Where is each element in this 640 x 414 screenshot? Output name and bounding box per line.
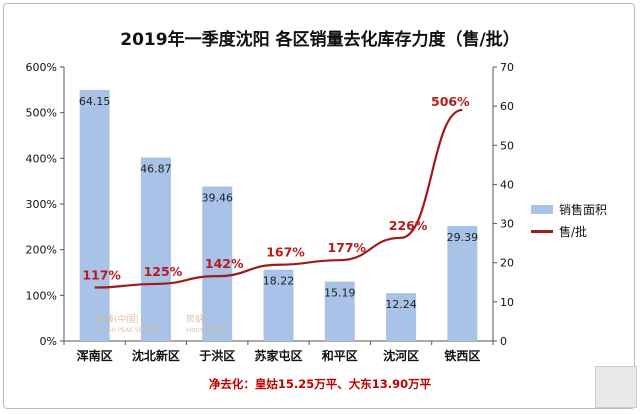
x-tick-label: 沈河区 xyxy=(383,348,419,363)
bar-value-label: 46.87 xyxy=(140,163,172,176)
x-tick-label: 苏家屯区 xyxy=(254,348,302,363)
annotation-note: 净去化：皇姑15.25万平、大东13.90万平 xyxy=(208,377,432,391)
y-left-tick-label: 500% xyxy=(26,107,57,120)
watermark-logo-1: 新峰(中国) FRESH PEAK SERVICE xyxy=(96,315,161,334)
bar-value-label: 64.15 xyxy=(79,95,111,108)
y-left-tick-label: 0% xyxy=(40,335,57,348)
y-left-tick-label: 100% xyxy=(26,289,57,302)
x-tick-label: 铁西区 xyxy=(444,348,480,363)
bar-value-label: 15.19 xyxy=(324,287,356,300)
legend-label-line: 售/批 xyxy=(559,224,588,239)
legend-item-line: 售/批 xyxy=(531,220,607,242)
y-right-tick-label: 70 xyxy=(500,61,514,74)
x-tick-label: 浑南区 xyxy=(77,348,113,363)
line-value-label: 167% xyxy=(266,245,305,260)
line-value-label: 142% xyxy=(205,256,244,271)
qr-code-icon xyxy=(595,366,637,408)
bar xyxy=(447,225,478,341)
legend-swatch-bar xyxy=(531,204,553,214)
y-right-tick-label: 60 xyxy=(500,100,514,113)
y-right-tick-label: 10 xyxy=(500,296,514,309)
y-left-tick-label: 300% xyxy=(26,198,57,211)
bar-value-label: 18.22 xyxy=(263,275,295,288)
y-right-tick-label: 50 xyxy=(500,139,514,152)
y-left-tick-label: 200% xyxy=(26,244,57,257)
bar-value-label: 12.24 xyxy=(385,298,417,311)
bar-value-label: 29.39 xyxy=(447,231,479,244)
bar xyxy=(263,269,294,341)
line-value-label: 506% xyxy=(431,94,470,109)
legend: 销售面积 售/批 xyxy=(531,198,607,242)
x-tick-label: 于洪区 xyxy=(199,348,235,363)
watermark-logo-2: 房掂 House-Book xyxy=(186,315,228,334)
legend-item-bar: 销售面积 xyxy=(531,198,607,220)
chart-title: 2019年一季度沈阳 各区销量去化库存力度（售/批） xyxy=(120,30,520,50)
y-right-tick-label: 30 xyxy=(500,218,514,231)
line-value-label: 117% xyxy=(82,268,121,283)
bar xyxy=(79,89,110,341)
y-right-tick-label: 0 xyxy=(500,335,507,348)
x-tick-label: 和平区 xyxy=(321,348,358,363)
bar xyxy=(202,186,233,341)
line-value-label: 125% xyxy=(144,264,183,279)
line-value-label: 177% xyxy=(327,240,366,255)
legend-swatch-line xyxy=(531,229,553,233)
bar xyxy=(386,293,417,341)
x-tick-label: 沈北新区 xyxy=(132,348,180,363)
y-right-tick-label: 20 xyxy=(500,257,514,270)
series-line xyxy=(94,108,463,289)
legend-label-bar: 销售面积 xyxy=(559,202,608,217)
y-left-tick-label: 400% xyxy=(26,152,57,165)
bar xyxy=(140,157,171,341)
y-right-tick-label: 40 xyxy=(500,178,514,191)
chart-frame xyxy=(3,3,635,409)
bar xyxy=(324,281,355,341)
bar-value-label: 39.46 xyxy=(201,192,233,205)
y-left-tick-label: 600% xyxy=(26,61,57,74)
line-value-label: 226% xyxy=(389,218,428,233)
